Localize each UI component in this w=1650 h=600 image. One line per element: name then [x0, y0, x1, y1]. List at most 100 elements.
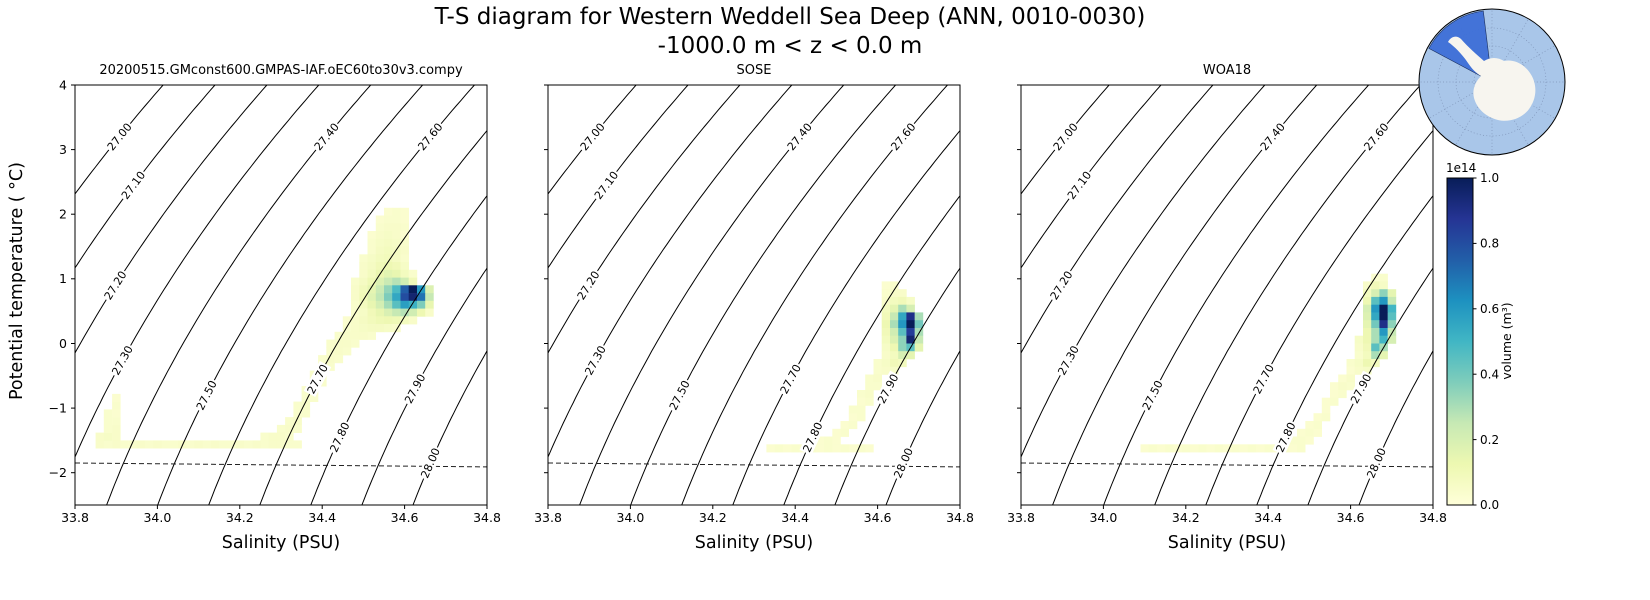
heatmap-cell	[890, 343, 899, 352]
heatmap-cell	[857, 413, 866, 422]
heatmap-cell	[914, 343, 924, 352]
isopycnal-contour-27.20	[547, 84, 741, 354]
contour-label-text: 27.00	[105, 121, 135, 154]
heatmap-cell	[400, 207, 409, 216]
contour-label-box	[576, 119, 609, 154]
heatmap	[766, 281, 924, 453]
heatmap-cell	[1354, 351, 1364, 360]
heatmap-cell	[1346, 366, 1355, 375]
contour-label-box	[103, 119, 136, 154]
heatmap-cell	[914, 312, 924, 321]
heatmap-cell	[1321, 413, 1331, 422]
heatmap-cell	[1363, 343, 1372, 352]
isopycnal-contour-27.50	[630, 84, 896, 506]
graticule-meridian	[1491, 81, 1556, 119]
heatmap-cell	[890, 328, 899, 337]
heatmap-cell	[1363, 304, 1372, 313]
heatmap-cell	[351, 277, 360, 286]
heatmap-cell	[1231, 444, 1240, 453]
ts-panel-2: 27.00 27.10 27.20 27.30 27.40 27.50 27.60 27.70…	[1007, 84, 1447, 525]
contour-label: 27.20	[100, 267, 130, 304]
contour-label: 27.50	[1138, 377, 1167, 414]
heatmap-cell	[881, 366, 891, 375]
contour-label: 27.90	[401, 370, 429, 407]
heatmap-cell	[1297, 428, 1306, 437]
contour-label: 27.10	[590, 167, 622, 203]
heatmap-cell	[881, 359, 891, 368]
heatmap-cell	[334, 331, 344, 340]
x-tick-label: 34.4	[781, 510, 809, 525]
heatmap-cell	[906, 312, 915, 321]
heatmap-cell	[815, 444, 825, 453]
heatmap-cell	[906, 320, 915, 329]
heatmap-cell	[1346, 382, 1355, 391]
inset-antarctica-landmass	[1448, 36, 1536, 121]
contour-label-box	[1046, 267, 1076, 304]
contour-label-text: 27.70	[1251, 362, 1277, 396]
isopycnal-contour-28.00	[412, 350, 488, 506]
heatmap-cell	[1379, 289, 1388, 298]
heatmap-cell	[392, 254, 401, 263]
heatmap-cell	[848, 444, 858, 453]
heatmap-cell	[881, 281, 891, 290]
heatmap-cell	[1346, 359, 1355, 368]
heatmap-cell	[112, 424, 121, 433]
contour-label-text: 27.10	[592, 169, 621, 202]
heatmap-cell	[1387, 296, 1397, 305]
contour-label-box	[100, 267, 130, 304]
heatmap-cell	[1379, 273, 1388, 282]
heatmap-cell	[161, 440, 170, 449]
heatmap-cell	[384, 324, 393, 333]
x-axis-label-woa18: Salinity (PSU)	[1167, 533, 1287, 553]
freezing-point-line	[74, 462, 488, 468]
isopycnal-contour-27.70	[259, 130, 488, 506]
heatmap-cell	[898, 328, 907, 337]
heatmap-cell	[384, 308, 393, 317]
axes-frame	[547, 84, 961, 506]
heatmap-cell	[384, 285, 393, 294]
heatmap-cell	[865, 382, 874, 391]
freezing-point-line	[1020, 462, 1434, 468]
y-tick-label: 1	[59, 271, 67, 286]
heatmap-cell	[359, 285, 368, 294]
heatmap-cell	[1255, 444, 1265, 453]
contour-label-box	[776, 360, 805, 398]
contour-label-box	[1272, 419, 1299, 456]
heatmap-cell	[865, 374, 874, 383]
heatmap-cell	[202, 440, 212, 449]
heatmap-cell	[914, 320, 924, 329]
contour-label: 27.70	[303, 360, 332, 398]
y-tick-label: 0	[59, 336, 67, 351]
isopycnal-contour-27.30	[547, 84, 793, 458]
heatmap-cell	[301, 401, 311, 410]
isopycnal-contour-27.70	[732, 130, 961, 506]
heatmap-cell	[194, 440, 203, 449]
colorbar-gradient	[1446, 177, 1474, 506]
heatmap-cell	[359, 293, 368, 302]
heatmap-cell	[351, 339, 360, 348]
heatmap-cell	[881, 335, 891, 344]
heatmap-cell	[1354, 343, 1364, 352]
heatmap-cell	[367, 331, 376, 340]
heatmap-cell	[326, 355, 335, 364]
contour-label: 27.50	[665, 377, 694, 414]
contour-label-box	[1249, 360, 1278, 398]
heatmap-cell	[906, 335, 915, 344]
heatmap-cell	[334, 355, 344, 364]
heatmap-cell	[375, 262, 385, 271]
heatmap-cell	[120, 440, 129, 449]
heatmap-cell	[342, 339, 352, 348]
heatmap	[1140, 273, 1397, 453]
contour-label-text: 27.30	[109, 344, 136, 378]
heatmap-cell	[384, 223, 393, 232]
heatmap-cell	[268, 432, 278, 441]
x-tick-label: 34.8	[473, 510, 501, 525]
heatmap-cell	[392, 231, 401, 240]
heatmap-cell	[359, 254, 368, 263]
heatmap-cell	[367, 277, 376, 286]
x-tick-label: 34.6	[864, 510, 892, 525]
colorbar-label: volume (m³)	[1499, 302, 1514, 380]
heatmap-cell	[276, 432, 286, 441]
heatmap-cell	[791, 444, 800, 453]
isopycnal-contour-27.40	[579, 84, 845, 506]
